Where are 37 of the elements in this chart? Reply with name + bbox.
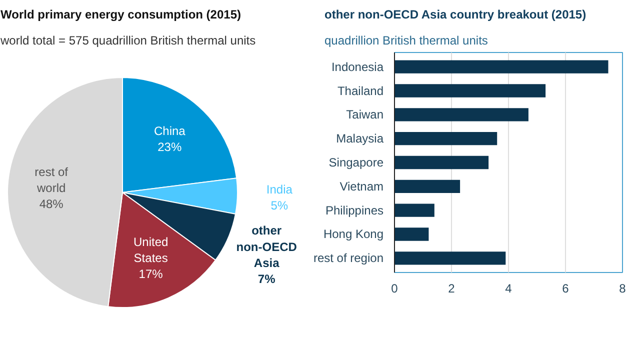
y-tick-label: rest of region: [313, 251, 384, 266]
x-tick-label: 4: [505, 282, 512, 296]
data-label: 23%: [158, 140, 182, 154]
slice-label: United States: [133, 234, 168, 265]
slice-label: China: [154, 124, 186, 138]
data-label: 5%: [270, 198, 288, 212]
bar: [394, 132, 498, 146]
chart-title: other non-OECD Asia country breakout (2015): [324, 8, 586, 22]
y-tick-label: Hong Kong: [323, 227, 384, 242]
y-tick-label: Malaysia: [336, 132, 384, 146]
bar: [394, 108, 528, 122]
bar: [394, 156, 489, 170]
slice-label: other non-OECD Asia: [236, 224, 298, 270]
bar: [394, 228, 429, 241]
x-tick-label: 0: [391, 282, 398, 296]
chart-subtitle: world total = 575 quadrillion British thermal units: [0, 34, 256, 48]
y-tick-label: Philippines: [325, 203, 384, 218]
y-tick-label: Taiwan: [346, 108, 384, 122]
chart-subtitle: quadrillion British thermal units: [324, 34, 488, 48]
bar: [394, 180, 460, 193]
bar: [394, 204, 434, 217]
chart-title: World primary energy consumption (2015): [0, 8, 241, 22]
x-tick-label: 8: [619, 282, 626, 296]
bar: [394, 60, 608, 74]
y-tick-label: Singapore: [328, 156, 384, 170]
data-label: 17%: [138, 267, 164, 282]
data-label: 7%: [258, 272, 276, 286]
y-tick-label: Vietnam: [340, 179, 384, 194]
slice-label: rest of world: [34, 164, 69, 196]
slice-label: India: [266, 182, 293, 196]
x-tick-label: 6: [562, 282, 570, 296]
y-tick-label: Thailand: [337, 84, 384, 98]
bar: [394, 84, 546, 98]
y-tick-label: Indonesia: [331, 60, 384, 74]
x-tick-label: 2: [448, 282, 456, 296]
bar: [394, 252, 506, 265]
data-label: 48%: [39, 197, 64, 212]
